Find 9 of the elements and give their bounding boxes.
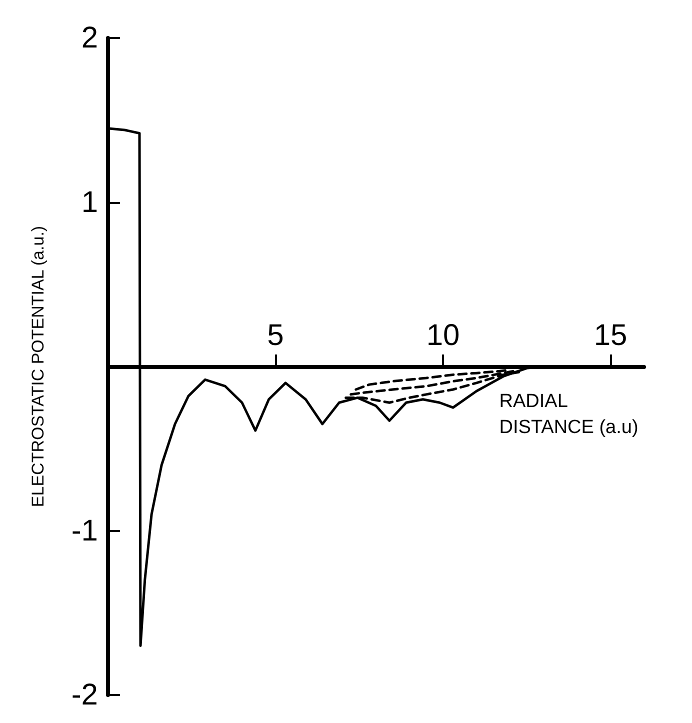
x-tick-label: 5 <box>267 319 284 352</box>
x-tick-label: 15 <box>594 319 628 352</box>
y-tick-label: 1 <box>81 186 98 219</box>
y-tick-label: -2 <box>71 678 98 712</box>
y-tick-label: 2 <box>81 22 98 54</box>
y-tick-label: -1 <box>71 514 98 548</box>
x-axis-title: RADIAL DISTANCE (a.u) <box>499 391 638 438</box>
y-axis-title: ELECTROSTATIC POTENTIAL (a.u.) <box>28 226 48 508</box>
x-tick-label: 10 <box>426 319 460 352</box>
